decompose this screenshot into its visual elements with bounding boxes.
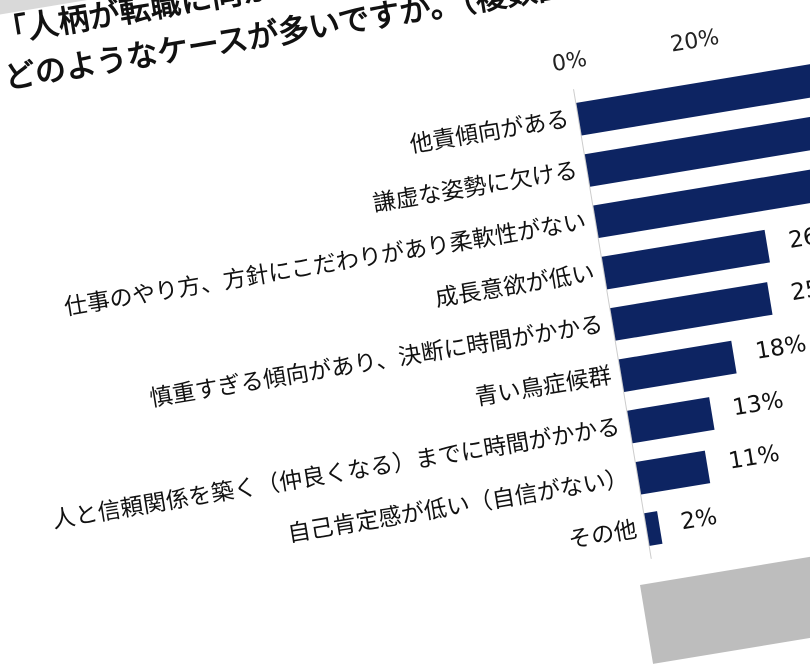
bar — [618, 340, 737, 392]
category-label: その他 — [566, 516, 639, 554]
bar — [610, 282, 773, 341]
value-label: 11% — [726, 440, 782, 475]
bar — [627, 397, 715, 444]
value-label: 2% — [678, 503, 720, 536]
bar — [601, 229, 771, 290]
bar — [635, 450, 711, 495]
category-label: 青い鳥症候群 — [473, 363, 614, 412]
photo-background — [640, 519, 810, 664]
value-label: 18% — [753, 330, 809, 365]
category-label: 成長意欲が低い — [433, 260, 597, 313]
value-label: 13% — [730, 387, 786, 422]
value-label: 25 — [788, 275, 810, 307]
category-label: 他責傾向がある — [407, 106, 572, 159]
value-label: 26 — [786, 223, 810, 254]
category-label: 仕事のやり方、方針にこだわりがあり柔軟性がない — [62, 209, 588, 322]
x-tick-label: 0% — [550, 46, 589, 78]
x-tick-label: 20% — [668, 24, 721, 58]
